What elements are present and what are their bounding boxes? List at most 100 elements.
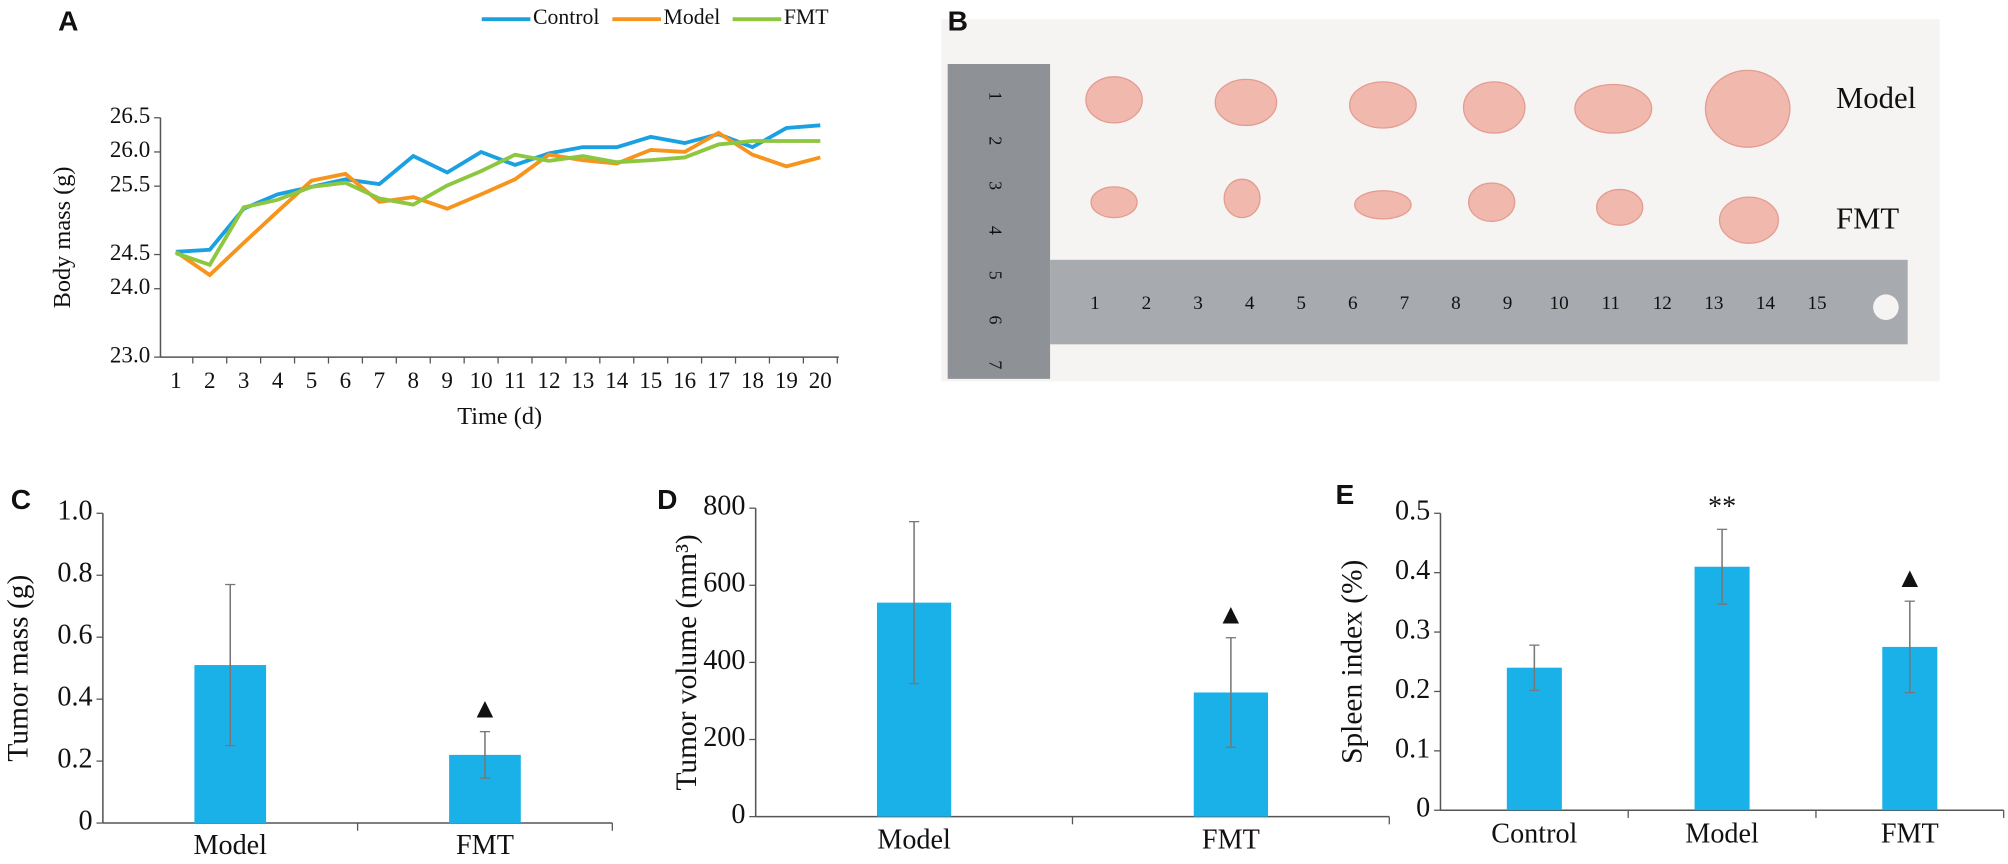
x-tick-label: 11 (504, 367, 526, 393)
x-tick-label: FMT (1202, 825, 1260, 856)
x-tick-label: 16 (673, 367, 696, 393)
y-axis-title: Spleen index (%) (1336, 560, 1368, 764)
y-tick-label: 400 (703, 645, 745, 676)
x-tick-label: 4 (272, 367, 284, 393)
ruler-number: 3 (1193, 293, 1203, 314)
ruler-number: 10 (1550, 293, 1569, 314)
ruler-number: 15 (1807, 293, 1826, 314)
ruler-number: 7 (1400, 293, 1410, 314)
x-tick-label: 9 (441, 367, 453, 393)
ruler-horizontal (1050, 259, 1908, 345)
y-tick-label: 26.0 (110, 136, 150, 162)
series-line (175, 139, 821, 268)
x-tick-label: Model (1685, 818, 1759, 849)
ruler-vertical (947, 64, 1051, 379)
row-label: Model (1836, 81, 1916, 115)
x-tick-label: 20 (809, 367, 832, 393)
x-tick-label: Model (193, 830, 267, 861)
annotation: ** (1708, 491, 1736, 522)
x-tick-label: 13 (571, 367, 594, 393)
annotation: ▲ (471, 694, 499, 725)
ruler-number: 8 (1451, 293, 1461, 314)
ruler-number: 14 (1756, 293, 1776, 314)
y-tick-label: 0 (79, 806, 93, 837)
series-line (174, 130, 821, 278)
y-tick-label: 0.1 (1395, 733, 1430, 764)
y-tick-label: 0.4 (1395, 555, 1430, 586)
y-tick-label: 800 (703, 491, 745, 522)
ruler-number: 7 (986, 360, 1006, 369)
ruler-number: 1 (986, 92, 1006, 101)
x-tick-label: 18 (741, 367, 764, 393)
x-tick-label: 8 (408, 367, 420, 393)
x-axis-title: Time (d) (457, 403, 542, 430)
x-tick-label: 2 (204, 367, 216, 393)
panel-label: E (1336, 479, 1355, 510)
y-tick-label: 0.6 (57, 620, 92, 651)
y-tick-label: 0 (731, 799, 745, 830)
y-tick-label: 0.2 (57, 744, 92, 775)
y-tick-label: 0.5 (1395, 496, 1430, 527)
bar (1694, 566, 1750, 811)
ruler-number: 12 (1653, 293, 1672, 314)
x-tick-label: 5 (306, 367, 318, 393)
x-tick-label: 15 (639, 367, 662, 393)
row-label: FMT (1836, 201, 1899, 235)
y-axis-title: Tumor volume (mm³) (671, 534, 703, 790)
x-tick-label: 12 (537, 367, 560, 393)
panel-label: D (657, 484, 677, 515)
y-tick-label: 1.0 (57, 496, 92, 527)
x-tick-label: FMT (1881, 818, 1939, 849)
x-tick-label: Control (1491, 818, 1577, 849)
y-tick-label: 0.4 (57, 682, 92, 713)
y-axis-title: Tumor mass (g) (3, 575, 35, 762)
y-tick-label: 25.5 (110, 170, 150, 196)
bar (1506, 667, 1562, 811)
ruler-number: 6 (1348, 293, 1358, 314)
tumors (1085, 69, 1791, 244)
ruler-number: 5 (986, 271, 1006, 280)
x-tick-label: 19 (775, 367, 798, 393)
legend-label: Control (533, 5, 599, 29)
x-tick-label: Model (877, 825, 951, 856)
ruler-number: 6 (986, 316, 1006, 325)
legend-label: Model (664, 5, 721, 29)
x-tick-label: 14 (605, 367, 629, 393)
ruler-number: 2 (1142, 293, 1152, 314)
annotation: ▲ (1217, 600, 1245, 631)
ruler-number: 3 (986, 181, 1006, 190)
ruler-number: 5 (1296, 293, 1306, 314)
ruler-number: 13 (1704, 293, 1723, 314)
y-tick-label: 0 (1416, 793, 1430, 824)
photo-panel (941, 19, 1940, 382)
y-tick-label: 0.3 (1395, 615, 1430, 646)
y-tick-label: 0.2 (1395, 674, 1430, 705)
x-tick-label: 7 (374, 367, 386, 393)
ruler-number: 9 (1503, 293, 1513, 314)
panel-label: A (58, 5, 78, 36)
ruler-number: 2 (986, 136, 1006, 145)
ruler-number: 4 (1245, 293, 1255, 314)
x-tick-label: 10 (470, 367, 493, 393)
y-tick-label: 24.5 (110, 239, 150, 265)
y-tick-label: 200 (703, 722, 745, 753)
y-axis-title: Body mass (g) (49, 167, 76, 309)
panel-label: B (948, 5, 968, 36)
ruler-number: 11 (1601, 293, 1619, 314)
x-tick-label: 1 (170, 367, 182, 393)
ruler-hole (1873, 294, 1899, 320)
y-tick-label: 23.0 (110, 341, 150, 367)
panel-label: C (11, 484, 31, 515)
ruler-number: 4 (986, 226, 1006, 235)
annotation: ▲ (1896, 563, 1924, 594)
ruler-number: 1 (1090, 293, 1100, 314)
y-tick-label: 26.5 (110, 102, 150, 128)
y-tick-label: 600 (703, 568, 745, 599)
y-tick-label: 24.0 (110, 273, 150, 299)
x-tick-label: 6 (340, 367, 352, 393)
x-tick-label: FMT (456, 830, 514, 861)
legend-label: FMT (784, 5, 829, 29)
x-tick-label: 17 (707, 367, 730, 393)
x-tick-label: 3 (238, 367, 250, 393)
